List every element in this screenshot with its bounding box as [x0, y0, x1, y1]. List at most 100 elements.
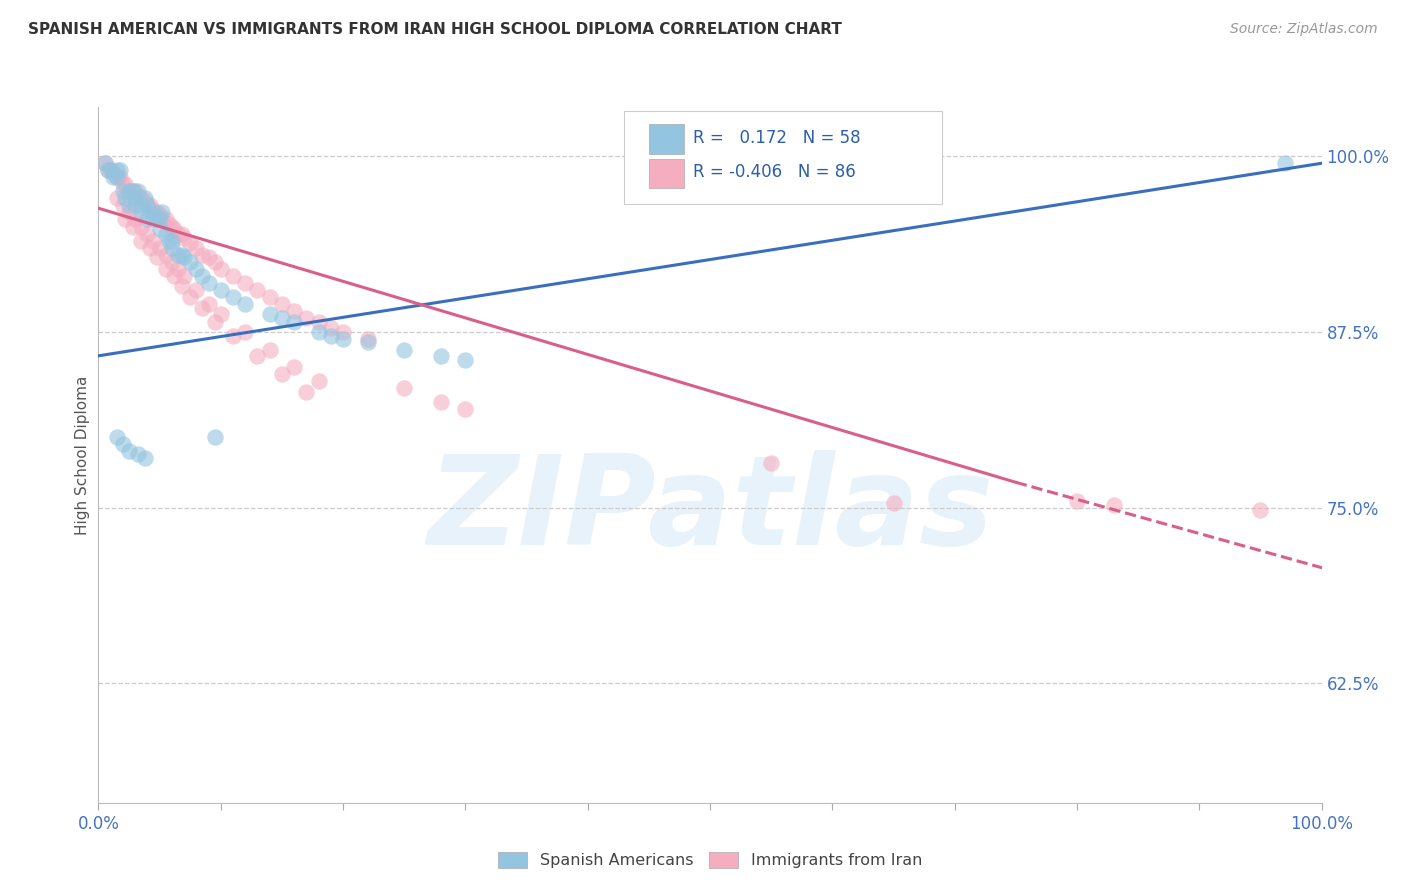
- Point: [118, 185, 141, 199]
- Point: [191, 301, 214, 315]
- Point: [1102, 498, 1125, 512]
- Y-axis label: High School Diploma: High School Diploma: [75, 376, 90, 534]
- Point: [124, 198, 146, 212]
- Point: [167, 227, 190, 241]
- Point: [160, 254, 183, 268]
- Point: [308, 315, 330, 329]
- Point: [167, 247, 190, 261]
- Point: [160, 241, 183, 255]
- Point: [173, 268, 195, 283]
- Point: [209, 307, 232, 321]
- Point: [111, 178, 134, 192]
- Point: [118, 185, 141, 199]
- Point: [114, 178, 136, 192]
- Point: [149, 222, 172, 236]
- Point: [173, 251, 195, 265]
- Point: [111, 185, 134, 199]
- Point: [222, 329, 245, 343]
- Point: [142, 212, 165, 227]
- Point: [114, 212, 136, 227]
- Point: [157, 217, 180, 231]
- Point: [191, 268, 214, 283]
- Text: ZIPatlas: ZIPatlas: [427, 450, 993, 571]
- Point: [101, 166, 124, 180]
- Point: [136, 198, 159, 212]
- Point: [209, 261, 232, 276]
- Point: [270, 367, 294, 381]
- Point: [105, 170, 128, 185]
- Point: [170, 227, 193, 241]
- Point: [129, 205, 152, 219]
- Point: [127, 447, 149, 461]
- Point: [134, 194, 156, 209]
- Point: [197, 297, 219, 311]
- Point: [136, 212, 159, 227]
- Point: [105, 170, 128, 185]
- Point: [283, 303, 305, 318]
- Point: [332, 332, 354, 346]
- Text: SPANISH AMERICAN VS IMMIGRANTS FROM IRAN HIGH SCHOOL DIPLOMA CORRELATION CHART: SPANISH AMERICAN VS IMMIGRANTS FROM IRAN…: [28, 22, 842, 37]
- Point: [110, 170, 132, 185]
- Point: [100, 163, 122, 178]
- Point: [163, 268, 186, 283]
- Point: [1249, 503, 1271, 517]
- Point: [186, 241, 208, 255]
- Point: [319, 320, 342, 334]
- Point: [1066, 493, 1088, 508]
- Point: [127, 188, 149, 202]
- Point: [319, 329, 342, 343]
- Point: [430, 349, 453, 363]
- Point: [157, 234, 180, 248]
- Point: [283, 360, 305, 375]
- Point: [139, 198, 162, 212]
- Point: [179, 290, 201, 304]
- Point: [129, 191, 152, 205]
- Point: [283, 315, 305, 329]
- Point: [105, 430, 128, 444]
- Point: [139, 205, 162, 219]
- Point: [146, 205, 169, 219]
- Point: [124, 191, 146, 205]
- Point: [170, 247, 193, 261]
- Point: [129, 219, 152, 234]
- Point: [173, 231, 195, 245]
- Point: [121, 185, 143, 199]
- Point: [142, 205, 165, 219]
- Point: [295, 385, 318, 400]
- Point: [97, 163, 120, 178]
- Point: [186, 261, 208, 276]
- Point: [204, 430, 226, 444]
- Point: [204, 315, 226, 329]
- Point: [1274, 156, 1296, 170]
- Point: [142, 234, 165, 248]
- Text: Source: ZipAtlas.com: Source: ZipAtlas.com: [1230, 22, 1378, 37]
- Point: [160, 234, 183, 248]
- Point: [134, 191, 156, 205]
- Point: [129, 198, 152, 212]
- Point: [121, 219, 143, 234]
- Point: [146, 251, 169, 265]
- Point: [118, 444, 141, 458]
- Point: [155, 261, 177, 276]
- Point: [110, 163, 132, 178]
- Point: [883, 496, 905, 510]
- Point: [392, 343, 416, 358]
- Point: [356, 334, 378, 349]
- Point: [356, 332, 378, 346]
- Point: [121, 185, 143, 199]
- Point: [150, 212, 173, 227]
- Point: [222, 268, 245, 283]
- FancyBboxPatch shape: [650, 159, 685, 188]
- Point: [204, 254, 226, 268]
- Point: [197, 276, 219, 290]
- Point: [129, 234, 152, 248]
- Point: [142, 202, 165, 217]
- Point: [146, 212, 169, 227]
- Point: [259, 343, 281, 358]
- Point: [101, 170, 124, 185]
- Point: [222, 290, 245, 304]
- Point: [191, 247, 214, 261]
- Point: [163, 222, 186, 236]
- Point: [179, 236, 201, 251]
- Point: [136, 227, 159, 241]
